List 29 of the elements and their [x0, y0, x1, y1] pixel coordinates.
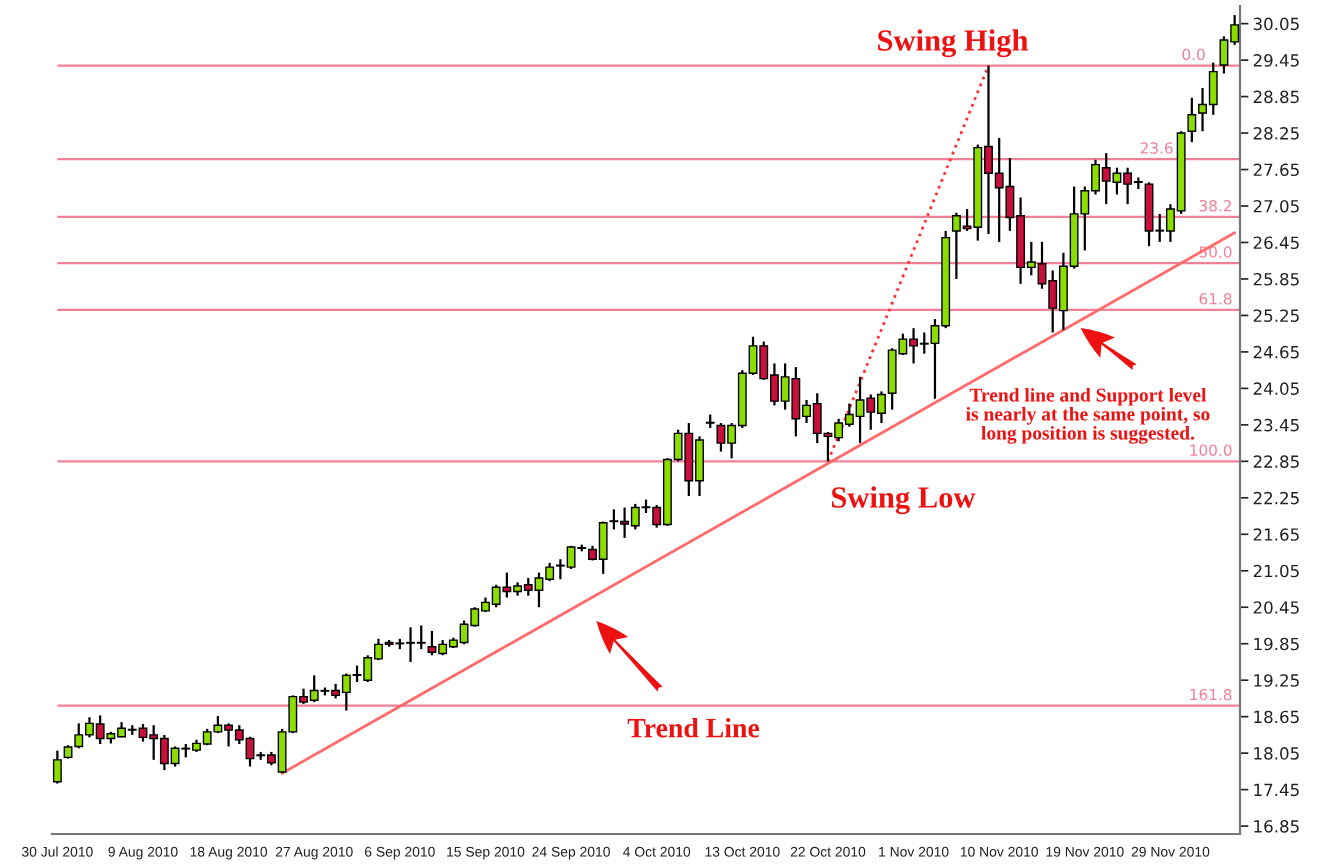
annotation: Swing High — [878, 29, 1029, 58]
annotation: Trend Line — [627, 717, 760, 738]
y-tick-label: 22.85 — [1253, 455, 1299, 468]
y-tick-label: 25.25 — [1253, 309, 1299, 323]
y-tick-label: 21.65 — [1253, 528, 1299, 541]
y-tick-label: 28.25 — [1253, 127, 1299, 140]
y-tick-label: 27.65 — [1253, 163, 1299, 177]
y-tick-label: 30.05 — [1253, 17, 1299, 31]
y-tick-label: 27.05 — [1253, 199, 1299, 213]
y-tick-label: 22.25 — [1253, 491, 1299, 505]
y-tick-label: 25.85 — [1253, 272, 1299, 286]
y-tick-label: 16.85 — [1254, 820, 1299, 833]
y-tick-label: 26.45 — [1253, 236, 1299, 250]
y-tick-label: 20.45 — [1253, 601, 1299, 614]
y-tick-label: 23.45 — [1253, 418, 1299, 432]
annotation: Swing Low — [831, 486, 976, 515]
y-tick-label: 21.05 — [1253, 564, 1299, 578]
candlestick — [52, 749, 62, 785]
y-tick-label: 19.85 — [1254, 637, 1299, 651]
y-tick-label: 28.85 — [1253, 90, 1299, 104]
y-tick-label: 19.25 — [1254, 674, 1299, 687]
y-tick-label: 18.65 — [1254, 710, 1299, 724]
y-tick-label: 18.05 — [1254, 747, 1299, 760]
y-tick-label: 17.45 — [1254, 783, 1299, 797]
y-tick-label: 29.45 — [1253, 54, 1299, 67]
candlestick — [1187, 96, 1197, 144]
y-tick-label: 24.05 — [1253, 382, 1299, 395]
annotation: Trend line and Support level is nearly at the same point, so long position is suggested. — [966, 387, 1210, 444]
y-tick-label: 24.65 — [1253, 345, 1299, 359]
